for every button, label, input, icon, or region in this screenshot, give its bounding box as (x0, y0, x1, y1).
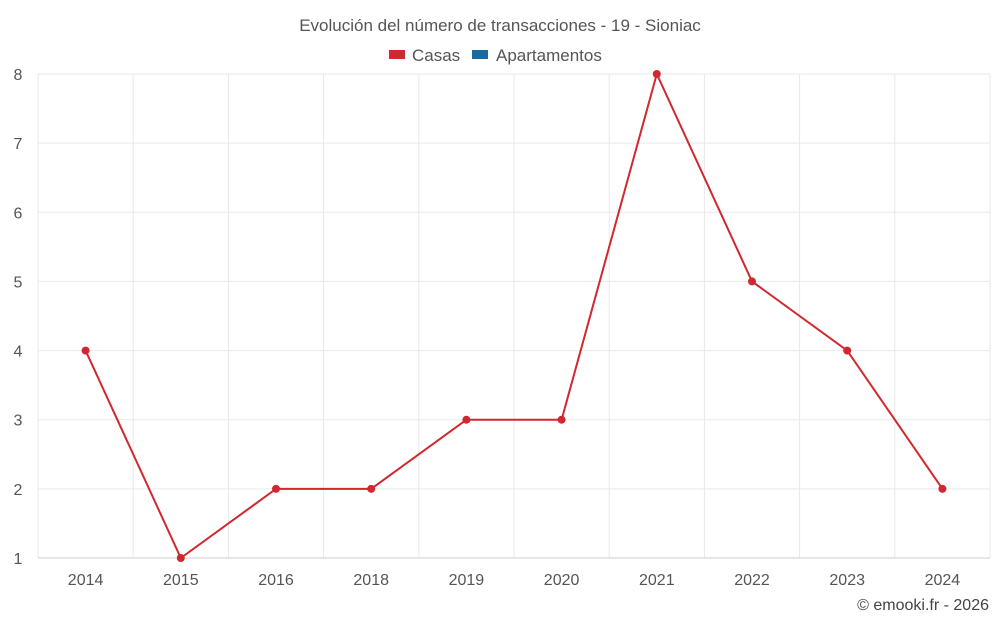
data-point-casas-2024[interactable] (938, 484, 947, 493)
credit-text: © emooki.fr - 2026 (857, 597, 989, 614)
series-line-casas (84, 71, 944, 560)
chart-title: Evolución del número de transacciones - … (299, 16, 701, 35)
data-point-casas-2022[interactable] (748, 277, 756, 286)
x-tick-label: 2014 (68, 572, 104, 589)
grid (37, 73, 991, 558)
legend-item-apartamentos[interactable]: Apartamentos (472, 46, 602, 65)
y-tick-label: 5 (14, 274, 23, 291)
x-tick-label: 2019 (449, 572, 485, 589)
data-point-casas-2015[interactable] (176, 554, 185, 562)
x-tick-label: 2022 (734, 572, 770, 589)
y-tick-label: 7 (14, 136, 23, 153)
legend-label-apartamentos: Apartamentos (496, 46, 602, 65)
y-tick-label: 4 (14, 344, 23, 361)
x-tick-label: 2021 (639, 572, 675, 589)
y-tick-label: 6 (14, 205, 23, 222)
legend-item-casas[interactable]: Casas (389, 46, 460, 65)
x-tick-label: 2020 (544, 572, 580, 589)
x-tick-label: 2018 (353, 572, 389, 589)
data-point-casas-2019[interactable] (462, 415, 471, 424)
y-tick-label: 1 (14, 551, 23, 568)
data-point-casas-2023[interactable] (843, 346, 852, 355)
legend-swatch-apartamentos (472, 50, 488, 59)
x-tick-label: 2016 (258, 572, 294, 589)
y-tick-label: 3 (14, 413, 23, 430)
y-axis-ticks: 1 2 3 4 5 6 7 8 (14, 67, 23, 568)
data-point-casas-2014[interactable] (81, 346, 90, 355)
x-tick-label: 2024 (925, 572, 961, 589)
legend: Casas Apartamentos (389, 46, 602, 65)
legend-label-casas: Casas (412, 46, 460, 65)
y-tick-label: 2 (14, 482, 23, 499)
y-tick-label: 8 (14, 67, 23, 84)
x-tick-label: 2015 (163, 572, 199, 589)
x-tick-label: 2023 (829, 572, 865, 589)
data-point-casas-2021[interactable] (652, 70, 661, 78)
series-group (81, 70, 947, 562)
legend-swatch-casas (389, 50, 405, 59)
data-point-casas-2020[interactable] (557, 415, 566, 424)
x-axis-ticks: 2014 2015 2016 2018 2019 2020 2021 2022 2023 2024 (68, 572, 960, 589)
data-point-casas-2018[interactable] (367, 484, 376, 493)
data-point-casas-2016[interactable] (272, 484, 280, 493)
